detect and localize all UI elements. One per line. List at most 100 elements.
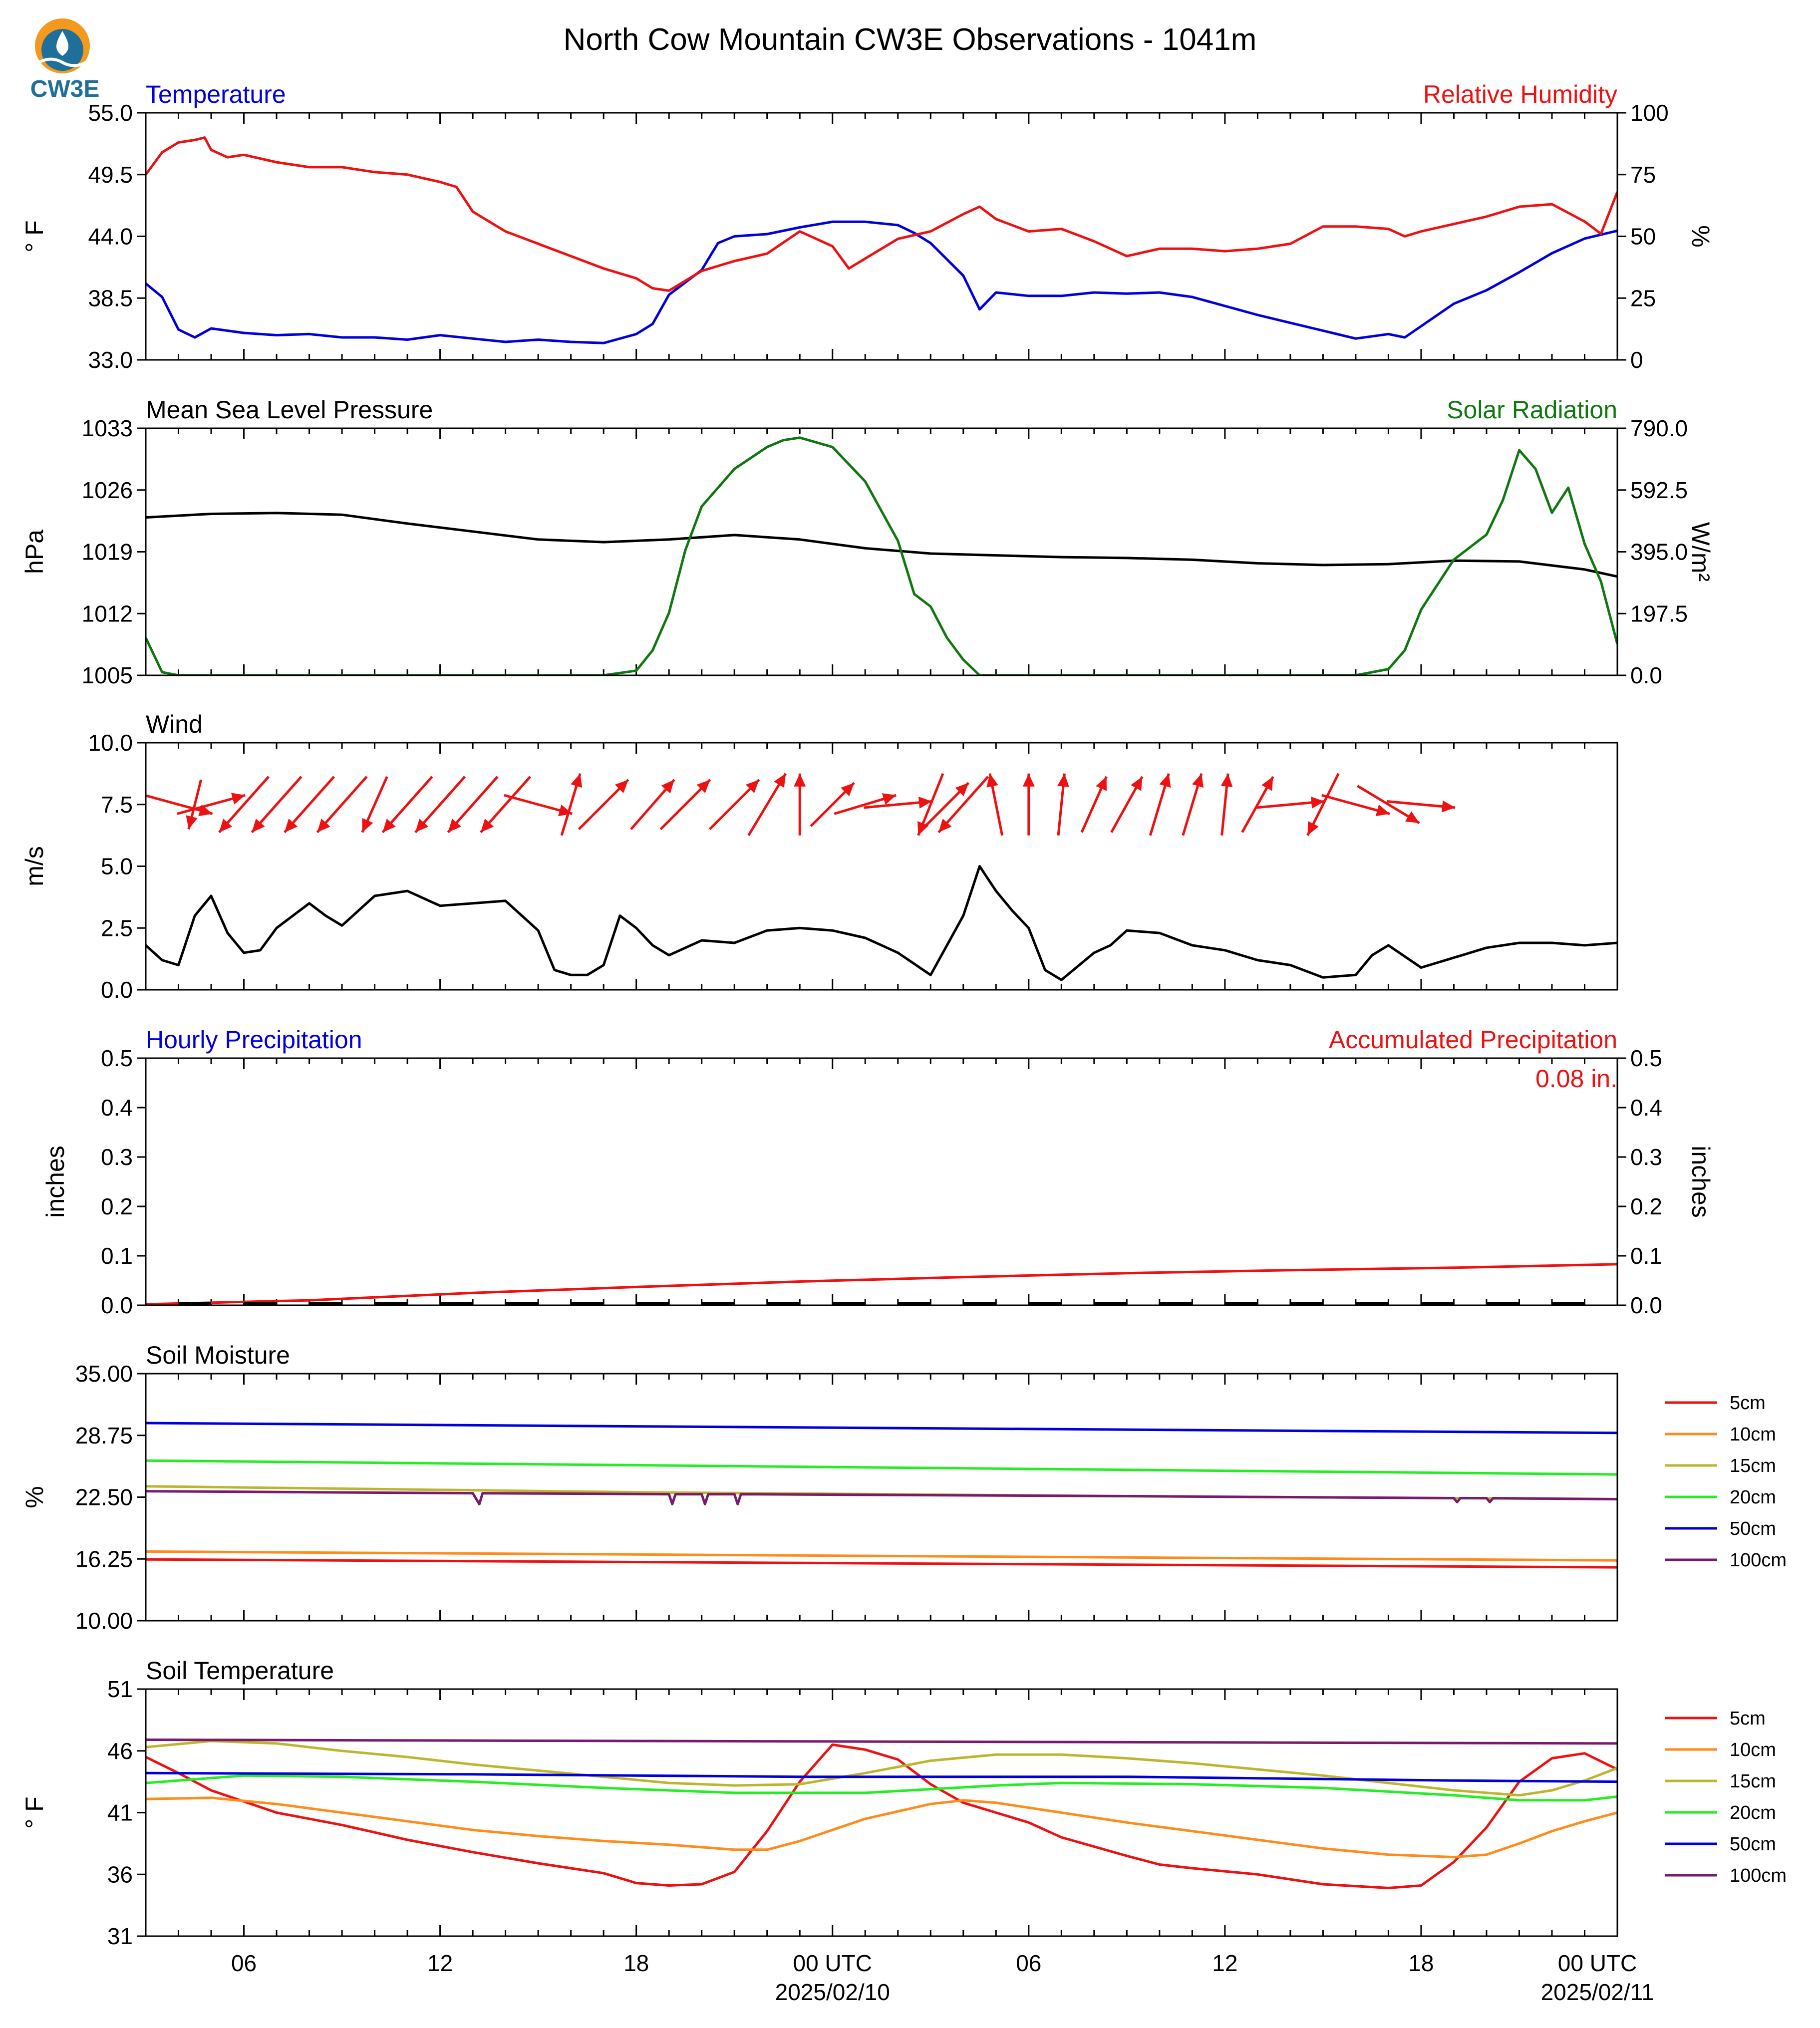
x-tick-label: 00 UTC: [1558, 1950, 1637, 1976]
x-tick-label: 06: [1016, 1950, 1041, 1976]
wind-arrow-head: [219, 819, 233, 833]
panel-soil_temp: Soil Temperature 31 36 41 46 51 ° F 5cm 10cm 15cm…: [20, 1657, 1787, 2005]
wind-arrow-head: [794, 773, 806, 787]
y-tick-label: 22.50: [75, 1484, 133, 1510]
panel-wind: Wind 0.0 2.5 5.0 7.5 10.0 m/s: [20, 710, 1618, 1003]
series-line-temp_rh-0: [146, 220, 1617, 344]
y-tick-label-right: 0.0: [1630, 662, 1662, 688]
panel-title-left: Hourly Precipitation: [146, 1026, 362, 1054]
y-tick-label-right: 0.0: [1630, 1292, 1662, 1318]
x-tick-label: 12: [427, 1950, 453, 1976]
wind-arrow-head: [1096, 776, 1107, 791]
y-axis-label: hPa: [20, 530, 48, 574]
wind-arrow: [560, 773, 583, 836]
panel-title-left: Mean Sea Level Pressure: [146, 396, 433, 424]
wind-arrow: [578, 779, 629, 831]
series-line-5cm: [146, 1558, 1617, 1569]
y-tick-label-right: 25: [1630, 285, 1656, 311]
y-tick-label-right: 395.0: [1630, 539, 1688, 565]
x-tick-label: 00 UTC: [793, 1950, 872, 1976]
wind-arrow-head: [1261, 776, 1273, 791]
wind-arrow-head: [1220, 773, 1233, 787]
x-tick-label: 06: [231, 1950, 257, 1976]
panel-precip: Hourly Precipitation Accumulated Precipit…: [41, 1026, 1715, 1318]
y-tick-label: 10.0: [88, 730, 133, 756]
series-line-temp_rh-1: [146, 136, 1617, 292]
y-tick-label: 36: [107, 1861, 133, 1887]
y-tick-label-right: 592.5: [1630, 477, 1688, 503]
y-tick-label-right: 0.3: [1630, 1144, 1662, 1170]
wind-arrow-head: [1022, 773, 1035, 787]
y-tick-label: 31: [107, 1923, 133, 1949]
y-tick-label: 7.5: [101, 792, 133, 818]
y-tick-label-right: 0.1: [1630, 1243, 1662, 1269]
wind-arrow-head: [986, 773, 998, 788]
wind-arrow-head: [661, 780, 674, 794]
panel-title-left: Soil Moisture: [146, 1341, 290, 1369]
wind-arrow-head: [415, 819, 429, 833]
panel-title-right: Solar Radiation: [1447, 396, 1617, 424]
wind-arrow: [361, 776, 388, 833]
legend-label: 15cm: [1730, 1455, 1776, 1476]
wind-arrow-head: [1057, 773, 1069, 787]
wind-arrow-head: [918, 796, 932, 809]
legend-label: 10cm: [1730, 1739, 1776, 1760]
y-axis-label: ° F: [20, 220, 48, 252]
series-line-wind-0: [146, 865, 1617, 981]
wind-arrow: [381, 776, 433, 834]
x-date-label: 2025/02/11: [1541, 1979, 1654, 2005]
wind-arrow-head: [362, 818, 373, 833]
wind-arrow-head: [938, 819, 952, 833]
wind-arrow-head: [1192, 773, 1204, 788]
y-axis-label-right: inches: [1687, 1146, 1715, 1218]
legend-label: 50cm: [1730, 1834, 1776, 1855]
x-tick-label: 18: [623, 1950, 649, 1976]
y-axis-label-right: W/m²: [1687, 522, 1715, 581]
plot-frame: [145, 742, 1618, 991]
x-tick-label: 12: [1212, 1950, 1237, 1976]
wind-arrow: [1306, 773, 1340, 836]
x-date-label: 2025/02/10: [775, 1979, 890, 2005]
legend-label: 5cm: [1730, 1708, 1766, 1729]
legend-label: 100cm: [1730, 1865, 1787, 1886]
wind-arrow-head: [1131, 776, 1143, 791]
wind-arrow-head: [614, 780, 628, 794]
y-axis-label-right: %: [1687, 225, 1715, 247]
series-line-5cm: [146, 1743, 1617, 1889]
y-tick-label: 49.5: [88, 162, 133, 188]
wind-arrow: [1057, 773, 1069, 836]
wind-arrow: [1220, 773, 1233, 836]
series-line-50cm: [146, 1422, 1617, 1435]
plot-frame: [145, 1373, 1618, 1622]
wind-arrow-head: [841, 783, 855, 797]
y-tick-label-right: 0.5: [1630, 1045, 1662, 1071]
series-line-15cm: [146, 1739, 1617, 1797]
figure-title: North Cow Mountain CW3E Observations - 1…: [564, 22, 1257, 57]
panel-title-left: Soil Temperature: [146, 1657, 334, 1685]
y-tick-label-right: 0.2: [1630, 1193, 1662, 1219]
y-tick-label-right: 50: [1630, 224, 1656, 250]
wind-arrow: [1110, 776, 1144, 833]
plot-frame: [145, 1057, 1618, 1306]
y-tick-label: 28.75: [75, 1423, 133, 1449]
wind-arrow: [834, 793, 897, 815]
y-tick-label-right: 0.4: [1630, 1095, 1662, 1121]
y-tick-label-right: 0: [1630, 347, 1643, 373]
series-line-20cm: [146, 1459, 1617, 1476]
wind-arrow-head: [745, 780, 759, 794]
logo-drop-icon: [56, 31, 69, 56]
panel-temp_rh: Temperature Relative Humidity 33.0 38.5 44.0…: [20, 80, 1715, 373]
wind-arrow: [747, 773, 787, 837]
panels: Temperature Relative Humidity 33.0 38.5 44.0…: [20, 80, 1787, 2005]
x-axis-labels: 06 12 18 00 UTC 2025/02/10 06 12 18 00 UTC 2025/0…: [231, 1950, 1654, 2005]
legend-label: 20cm: [1730, 1802, 1776, 1823]
cw3e-logo: CW3E: [30, 18, 100, 102]
wind-arrow-head: [696, 780, 710, 794]
y-tick-label: 0.4: [101, 1095, 133, 1121]
y-tick-label-right: 790.0: [1630, 415, 1688, 441]
wind-arrow: [986, 773, 1004, 836]
wind-arrow: [414, 776, 466, 834]
wind-arrow: [1321, 794, 1390, 817]
legend-label: 10cm: [1730, 1424, 1776, 1445]
logo-text: CW3E: [30, 76, 100, 102]
